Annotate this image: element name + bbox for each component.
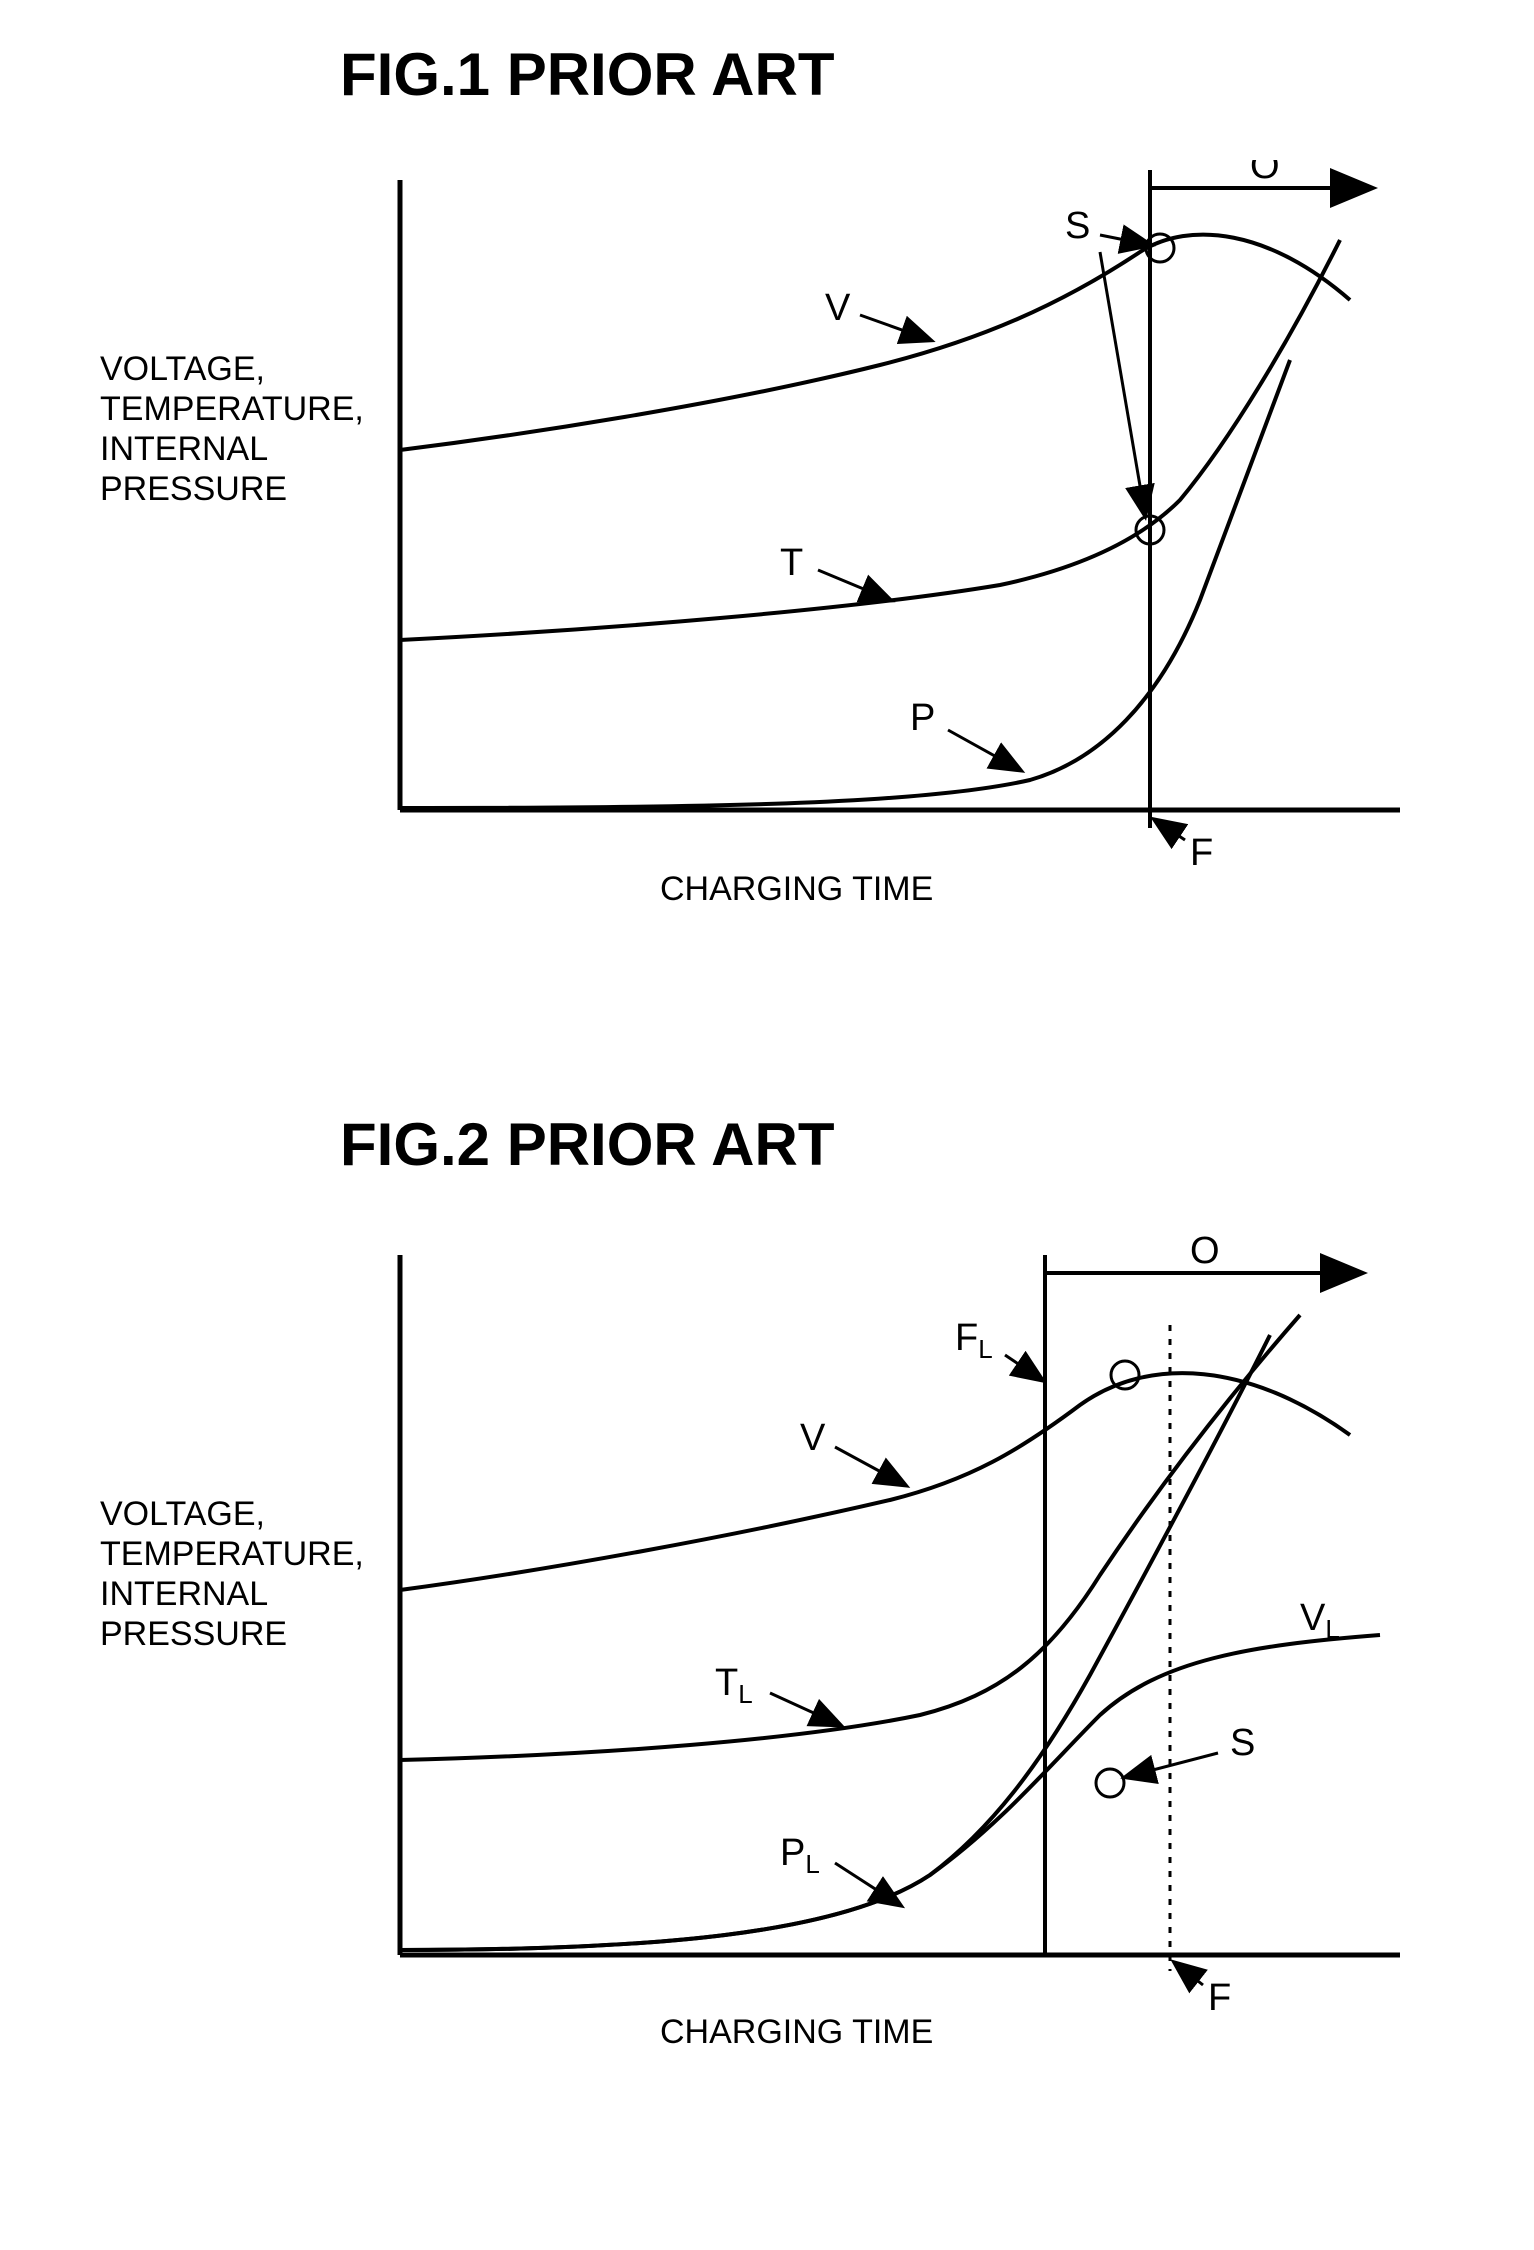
fig1-title: FIG.1 PRIOR ART [340,40,834,109]
svg-text:F: F [1190,832,1213,874]
svg-text:INTERNAL: INTERNAL [100,430,268,468]
fig2-O-arrow: O [1045,1235,1360,1273]
fig2-F-label: F [1175,1963,1231,2019]
fig2-x-axis-label: CHARGING TIME [660,2013,933,2051]
svg-text:O: O [1190,1235,1220,1272]
fig2-FL-label: FL [955,1317,1042,1380]
fig2-S-marker: S [1096,1722,1255,1797]
svg-text:VL: VL [1300,1597,1340,1644]
svg-text:O: O [1250,160,1280,187]
svg-text:VOLTAGE,: VOLTAGE, [100,1495,265,1533]
fig2-curve-PL: PL [400,1335,1270,1950]
svg-text:T: T [780,542,803,584]
svg-text:V: V [825,287,851,329]
svg-text:PRESSURE: PRESSURE [100,470,287,508]
svg-text:S: S [1230,1722,1255,1764]
svg-text:F: F [1208,1977,1231,2019]
svg-text:INTERNAL: INTERNAL [100,1575,268,1613]
fig1-x-axis-label: CHARGING TIME [660,870,933,908]
fig1-axes [400,180,1400,810]
fig2-title: FIG.2 PRIOR ART [340,1110,834,1179]
svg-text:S: S [1065,205,1090,247]
fig1-y-axis-label: VOLTAGE, TEMPERATURE, INTERNAL PRESSURE [100,350,364,508]
svg-text:FL: FL [955,1317,993,1364]
svg-text:P: P [910,697,935,739]
fig1-curve-V: V [400,235,1350,450]
fig1-O-arrow: O [1150,160,1370,188]
fig1-curve-P: P [400,360,1290,808]
svg-text:TEMPERATURE,: TEMPERATURE, [100,1535,364,1573]
page: FIG.1 PRIOR ART VOLTAGE, TEMPERATURE, IN… [0,0,1534,2250]
fig2-curve-VL: VL [400,1597,1380,1950]
fig2-axes [400,1255,1400,1955]
fig1-F-label: F [1155,820,1213,874]
svg-text:TEMPERATURE,: TEMPERATURE, [100,390,364,428]
fig1-S-markers: S [1065,205,1174,544]
fig2-V-peak-marker [1111,1361,1139,1389]
fig2-y-axis-label: VOLTAGE, TEMPERATURE, INTERNAL PRESSURE [100,1495,364,1653]
svg-text:VOLTAGE,: VOLTAGE, [100,350,265,388]
svg-text:PL: PL [780,1832,820,1879]
svg-text:TL: TL [715,1662,753,1709]
fig2-curve-V: V [400,1373,1350,1590]
fig1-chart: VOLTAGE, TEMPERATURE, INTERNAL PRESSURE … [100,160,1450,930]
svg-text:PRESSURE: PRESSURE [100,1615,287,1653]
fig2-chart: VOLTAGE, TEMPERATURE, INTERNAL PRESSURE … [100,1235,1450,2075]
svg-text:V: V [800,1417,826,1459]
fig1-curve-T: T [400,240,1340,640]
